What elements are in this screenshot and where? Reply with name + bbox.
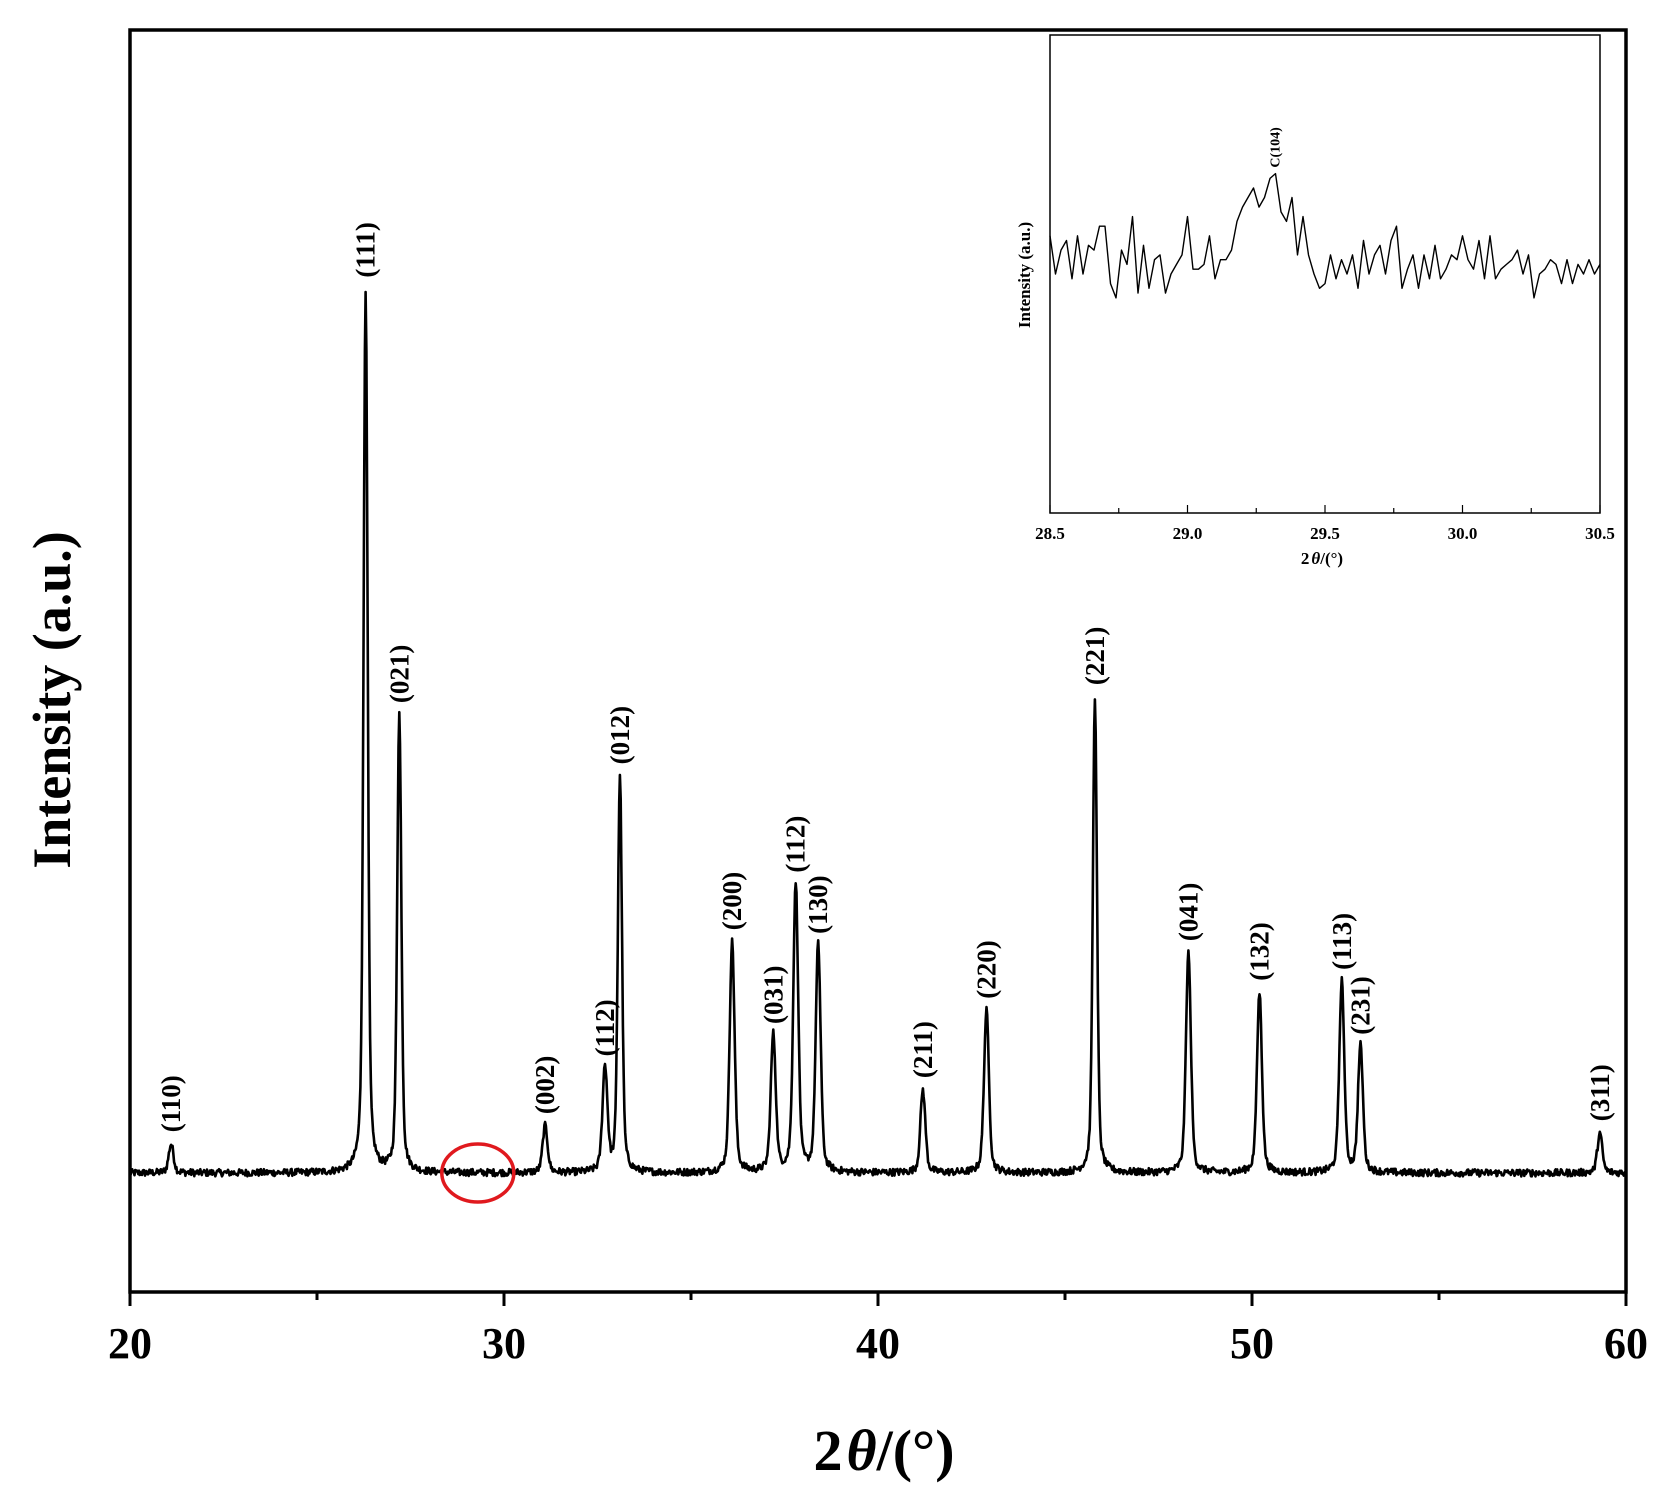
peak-label: (221) bbox=[1080, 627, 1110, 685]
peak-label: (002) bbox=[530, 1056, 560, 1114]
peak-label: (031) bbox=[758, 966, 788, 1024]
main-x-axis-label: 2θ/(°) bbox=[813, 1418, 954, 1483]
peak-label: (110) bbox=[156, 1075, 186, 1132]
peak-label: (200) bbox=[717, 872, 747, 930]
peak-label: (012) bbox=[605, 706, 635, 764]
inset-x-axis-label: 2 θ/(°) bbox=[1301, 549, 1343, 568]
main-x-ticks: 20 30 40 50 60 bbox=[108, 1292, 1648, 1368]
peak-label: (112) bbox=[590, 999, 620, 1056]
inset-x-tick-label: 29.0 bbox=[1173, 524, 1203, 543]
peak-label: (112) bbox=[781, 816, 811, 873]
main-x-tick-label: 60 bbox=[1604, 1319, 1648, 1368]
inset-x-tick-label: 29.5 bbox=[1310, 524, 1340, 543]
inset-x-ticks: 28.5 29.0 29.5 30.0 30.5 bbox=[1035, 505, 1615, 543]
main-x-tick-label: 50 bbox=[1230, 1319, 1274, 1368]
inset-x-tick-label: 28.5 bbox=[1035, 524, 1065, 543]
inset-y-axis-label: Intensity (a.u.) bbox=[1015, 222, 1034, 328]
peak-label: (041) bbox=[1173, 883, 1203, 941]
inset-xrd-trace bbox=[1049, 172, 1601, 299]
main-x-tick-label: 40 bbox=[856, 1319, 900, 1368]
main-chart: 20 30 40 50 60 (110) (111) (021) (002) (112) (012… bbox=[22, 28, 1648, 1483]
peak-label: (113) bbox=[1327, 913, 1357, 970]
main-xrd-trace bbox=[128, 290, 1628, 1178]
peak-label: (211) bbox=[908, 1021, 938, 1078]
inset-plot-frame bbox=[1049, 34, 1601, 514]
main-peak-labels: (110) (111) (021) (002) (112) (012) (200) (031)… bbox=[156, 222, 1615, 1132]
peak-label: (132) bbox=[1245, 922, 1275, 980]
peak-label: (231) bbox=[1346, 976, 1376, 1034]
main-y-axis-label: Intensity (a.u.) bbox=[22, 531, 82, 869]
peak-label: (130) bbox=[803, 875, 833, 933]
inset-peak-annotation: C(104) bbox=[1269, 127, 1284, 168]
peak-label: (220) bbox=[972, 940, 1002, 998]
highlight-circle bbox=[440, 1142, 516, 1204]
inset-x-tick-label: 30.0 bbox=[1448, 524, 1478, 543]
peak-label: (021) bbox=[384, 645, 414, 703]
main-x-tick-label: 20 bbox=[108, 1319, 152, 1368]
inset-x-tick-label: 30.5 bbox=[1585, 524, 1615, 543]
peak-label: (311) bbox=[1585, 1064, 1615, 1121]
peak-label: (111) bbox=[351, 222, 381, 278]
inset-chart: 28.5 29.0 29.5 30.0 30.5 C(104) 2 θ/(°) Inten… bbox=[1015, 34, 1615, 568]
main-x-tick-label: 30 bbox=[482, 1319, 526, 1368]
